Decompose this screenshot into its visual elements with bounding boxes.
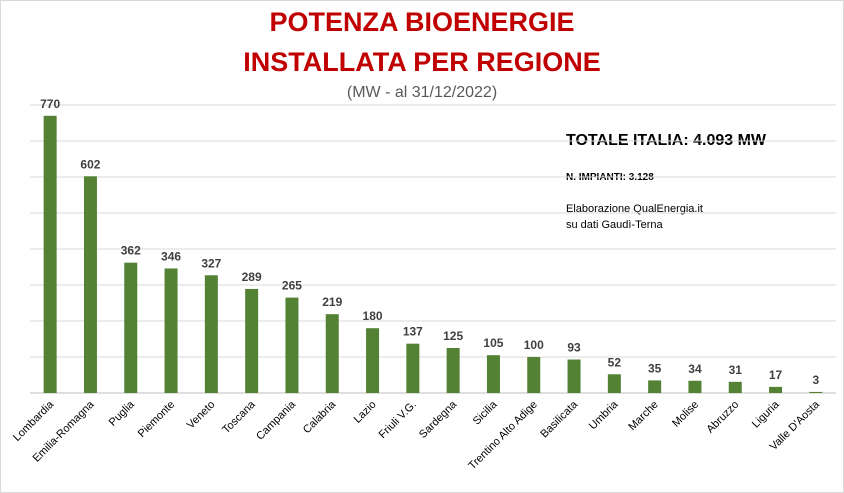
bar	[527, 357, 541, 393]
category-label: Veneto	[185, 399, 218, 432]
category-label: Friuli V.G.	[377, 399, 419, 441]
category-label: Umbria	[587, 398, 621, 432]
bar	[164, 268, 178, 393]
data-label: 100	[524, 338, 544, 352]
category-label: Trentino Alto Adige	[466, 399, 539, 472]
category-label: Abruzzo	[704, 399, 741, 436]
data-label: 289	[242, 270, 262, 284]
data-label: 180	[363, 309, 383, 323]
category-label: Marche	[626, 399, 660, 433]
data-label: 17	[769, 368, 783, 382]
bar	[325, 314, 339, 393]
category-label: Puglia	[107, 398, 138, 429]
category-label: Campania	[254, 398, 299, 443]
data-label: 52	[608, 355, 622, 369]
data-label: 346	[161, 249, 181, 263]
data-label: 34	[688, 362, 702, 376]
category-label: Sardegna	[417, 398, 460, 441]
bar	[406, 343, 420, 393]
data-label: 265	[282, 279, 302, 293]
data-label: 31	[729, 363, 743, 377]
bar	[648, 380, 662, 393]
data-label: 219	[322, 295, 342, 309]
bar	[567, 359, 581, 393]
chart-subtitle: (MW - al 31/12/2022)	[346, 84, 498, 101]
bar	[83, 176, 97, 393]
bar	[124, 262, 138, 393]
credit-line2: su dati Gaudì-Terna	[566, 219, 663, 231]
value-labels: 770 602 362 346 327 289 265 219 180 137 125 105 100 9…	[40, 97, 819, 387]
category-label: Lazio	[352, 399, 379, 426]
data-label: 362	[121, 244, 141, 258]
bar	[245, 288, 259, 393]
data-label: 125	[443, 329, 463, 343]
bar	[809, 391, 823, 393]
bar	[769, 386, 783, 393]
data-label: 770	[40, 97, 60, 111]
data-label: 137	[403, 325, 423, 339]
data-label: 93	[567, 341, 581, 355]
bar	[446, 348, 460, 393]
bar	[486, 355, 500, 393]
bar	[366, 328, 380, 393]
bar	[204, 275, 218, 393]
bar	[43, 115, 57, 394]
bar	[607, 374, 621, 393]
category-label: Calabria	[301, 398, 339, 436]
category-label: Toscana	[220, 398, 258, 436]
category-label: Sicilia	[471, 398, 500, 427]
category-label: Molise	[670, 399, 701, 430]
category-label: Basilicata	[538, 398, 580, 440]
chart-title-line2: INSTALLATA PER REGIONE	[243, 47, 601, 77]
gridlines	[30, 104, 836, 394]
category-label: Liguria	[750, 398, 782, 430]
bar	[728, 381, 742, 393]
data-label: 3	[813, 373, 820, 387]
data-label: 327	[201, 256, 221, 270]
data-label: 602	[80, 157, 100, 171]
credit-text: Elaborazione QualEnergia.it su dati Gaud…	[566, 201, 703, 233]
data-label: 35	[648, 361, 662, 375]
bar	[688, 380, 702, 393]
chart-title-line1: POTENZA BIOENERGIE	[269, 7, 575, 37]
data-label: 105	[483, 336, 503, 350]
bar	[285, 297, 299, 393]
bars	[43, 115, 823, 394]
credit-line1: Elaborazione QualEnergia.it	[566, 203, 703, 215]
category-label: Piemonte	[136, 399, 177, 440]
